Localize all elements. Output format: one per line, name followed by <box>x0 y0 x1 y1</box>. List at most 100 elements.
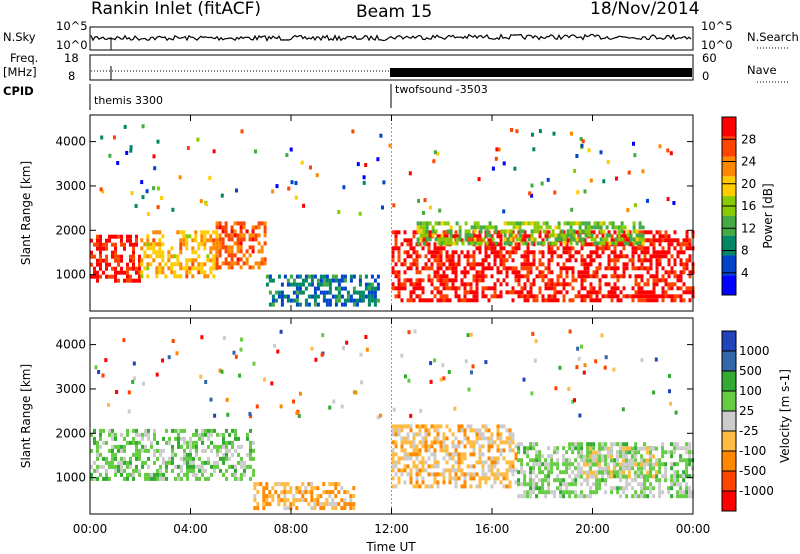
heatmap-cell <box>418 270 422 275</box>
heatmap-cell <box>446 221 450 226</box>
heatmap-cell <box>487 262 491 267</box>
heatmap-cell <box>436 484 440 489</box>
heatmap-cell <box>257 265 261 270</box>
heatmap-cell <box>505 472 509 477</box>
heatmap-cell <box>496 444 500 449</box>
heatmap-cell <box>174 428 177 433</box>
heatmap-cell <box>277 494 281 499</box>
heatmap-cell <box>424 448 428 453</box>
heatmap-cell <box>478 428 482 433</box>
heatmap-cell <box>685 242 689 247</box>
heatmap-cell <box>586 290 590 295</box>
heatmap-cell <box>565 246 569 251</box>
heatmap-cell <box>523 238 527 243</box>
heatmap-cell <box>210 472 213 477</box>
heatmap-cell <box>240 129 244 134</box>
heatmap-cell <box>90 274 93 279</box>
heatmap-cell <box>469 440 473 445</box>
heatmap-cell <box>263 229 267 234</box>
heatmap-cell <box>271 278 275 283</box>
heatmap-cell <box>658 490 662 495</box>
heatmap-cell <box>613 258 617 263</box>
heatmap-cell <box>424 444 428 449</box>
colorbar-tick-label: 4 <box>741 266 749 280</box>
heatmap-cell <box>509 233 513 238</box>
heatmap-cell <box>587 225 591 230</box>
heatmap-cell <box>123 468 126 473</box>
heatmap-cell <box>533 237 537 242</box>
heatmap-cell <box>562 494 566 499</box>
heatmap-cell <box>221 261 225 266</box>
heatmap-cell <box>225 468 228 473</box>
heatmap-cell <box>218 233 222 238</box>
heatmap-cell <box>592 230 596 235</box>
heatmap-cell <box>316 278 320 283</box>
heatmap-cell <box>685 238 689 243</box>
heatmap-cell <box>592 482 596 487</box>
heatmap-cell <box>602 237 606 242</box>
heatmap-cell <box>422 210 425 215</box>
heatmap-cell <box>105 258 108 263</box>
heatmap-cell <box>643 238 647 243</box>
heatmap-cell <box>176 262 180 267</box>
heatmap-cell <box>529 266 533 271</box>
heatmap-cell <box>158 242 162 247</box>
heatmap-cell <box>688 454 692 459</box>
heatmap-cell <box>93 436 96 441</box>
heatmap-cell <box>144 476 147 481</box>
heatmap-cell <box>433 472 437 477</box>
heatmap-cell <box>99 250 102 255</box>
heatmap-cell <box>189 436 192 441</box>
heatmap-cell <box>658 486 662 491</box>
heatmap-cell <box>147 448 150 453</box>
heatmap-cell <box>322 274 326 279</box>
heatmap-cell <box>400 436 404 441</box>
heatmap-cell <box>670 298 674 303</box>
heatmap-cell <box>502 258 506 263</box>
heatmap-cell <box>153 476 156 481</box>
heatmap-cell <box>685 290 689 295</box>
heatmap-cell <box>538 129 542 134</box>
heatmap-cell <box>319 274 323 279</box>
heatmap-cell <box>105 238 108 243</box>
heatmap-cell <box>96 444 99 449</box>
heatmap-cell <box>439 290 443 295</box>
heatmap-cell <box>406 440 410 445</box>
heatmap-cell <box>170 266 174 271</box>
heatmap-cell <box>645 458 649 463</box>
heatmap-cell <box>197 270 201 275</box>
heatmap-cell <box>245 229 249 234</box>
heatmap-cell <box>239 237 243 242</box>
heatmap-cell <box>550 490 554 495</box>
heatmap-cell <box>484 250 488 255</box>
heatmap-cell <box>466 254 470 259</box>
heatmap-cell <box>191 238 195 243</box>
heatmap-cell <box>682 266 686 271</box>
heatmap-cell <box>340 486 344 491</box>
heatmap-cell <box>451 282 455 287</box>
heatmap-cell <box>331 274 335 279</box>
heatmap-cell <box>176 254 180 259</box>
heatmap-cell <box>667 450 671 455</box>
heatmap-cell <box>96 274 99 279</box>
x-tick-label: 04:00 <box>173 522 208 536</box>
heatmap-cell <box>496 294 500 299</box>
heatmap-cell <box>434 237 438 242</box>
heatmap-cell <box>436 480 440 485</box>
heatmap-cell <box>334 286 338 291</box>
heatmap-cell <box>645 446 649 451</box>
nsky-tick-top: 10^5 <box>56 19 88 33</box>
heatmap-cell <box>268 274 272 279</box>
heatmap-cell <box>270 381 274 386</box>
heatmap-cell <box>105 246 108 251</box>
heatmap-cell <box>478 432 482 437</box>
heatmap-cell <box>161 358 165 363</box>
heatmap-cell <box>355 298 359 303</box>
heatmap-cell <box>117 278 120 283</box>
heatmap-cell <box>403 258 407 263</box>
heatmap-cell <box>442 230 446 235</box>
heatmap-cell <box>235 188 238 193</box>
heatmap-cell <box>520 254 524 259</box>
heatmap-cell <box>120 234 123 239</box>
heatmap-cell <box>376 282 380 287</box>
